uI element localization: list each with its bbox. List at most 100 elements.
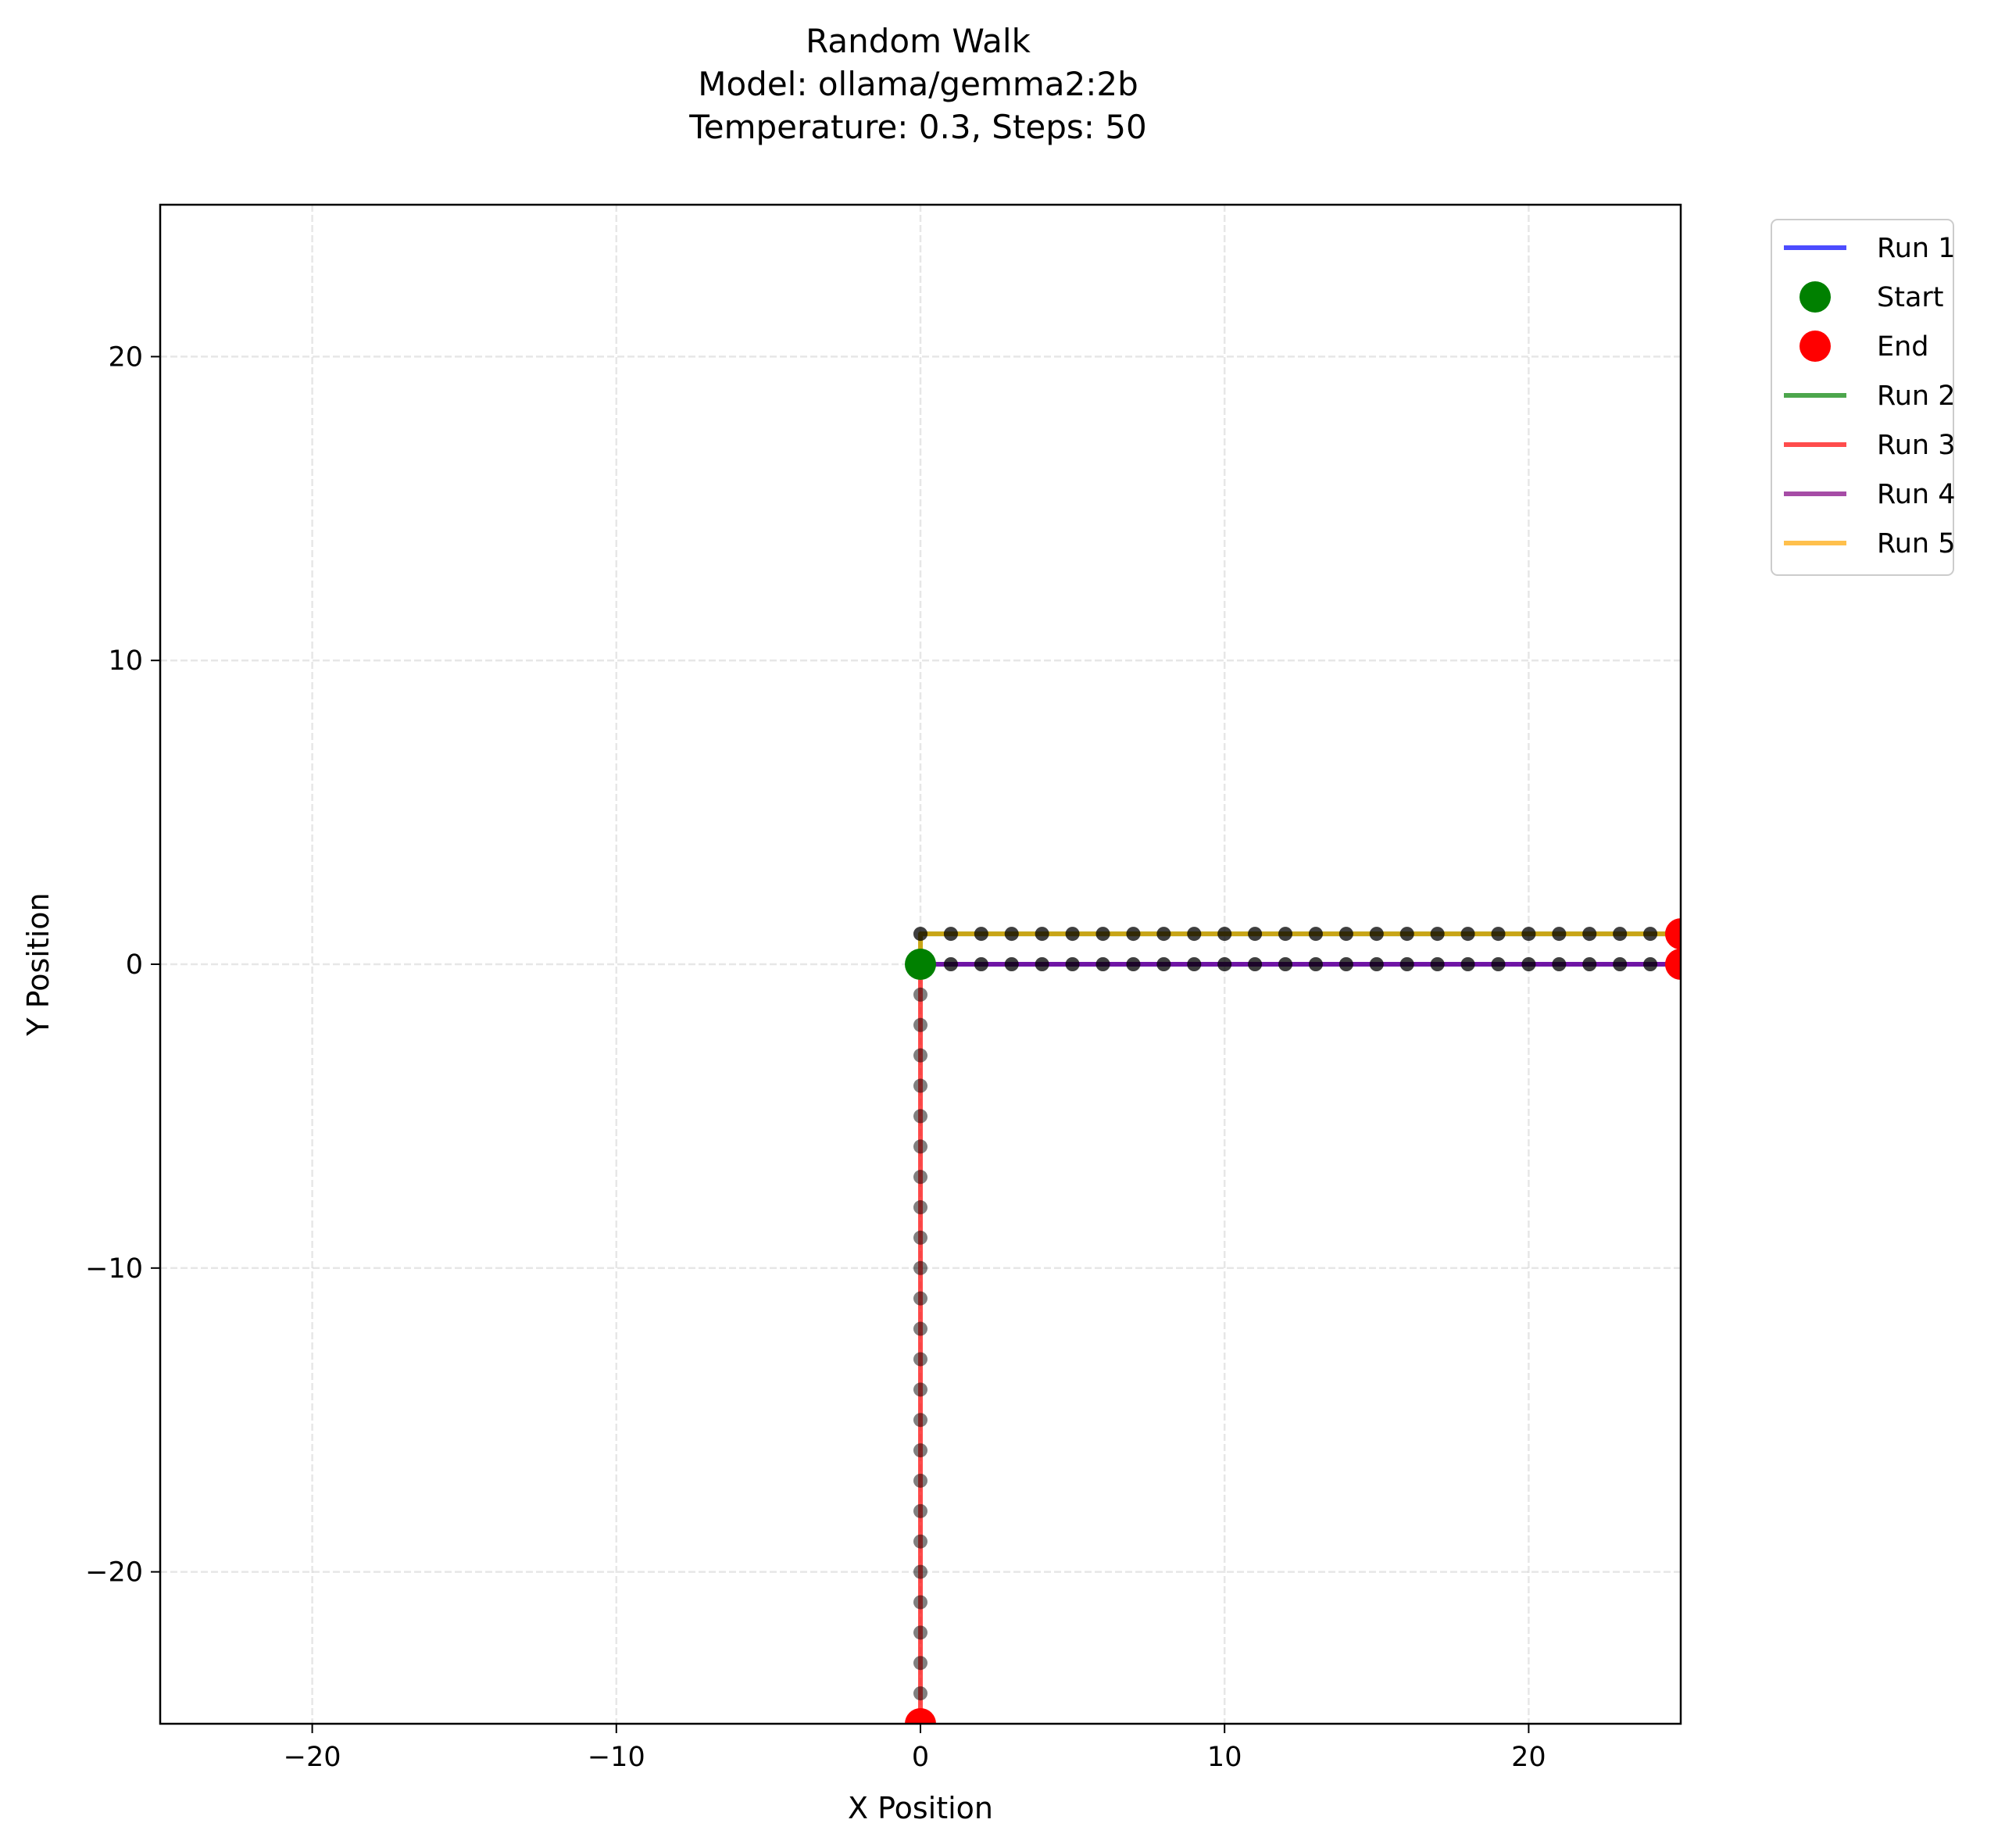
step-point-run-4 — [1035, 957, 1049, 971]
step-point-run-3 — [913, 1109, 927, 1124]
step-point-run-4 — [1248, 957, 1263, 971]
x-tick-label: −20 — [284, 1742, 341, 1773]
step-point-run-3 — [913, 1473, 927, 1488]
step-point-run-4 — [1582, 957, 1597, 971]
legend-items: Run 1 Start End Run 2 Run 3 Run 4 Run 5 — [1784, 233, 1956, 559]
x-tick-label: 0 — [912, 1742, 929, 1773]
step-point-run-5 — [1552, 927, 1567, 942]
step-point-run-3 — [913, 1017, 927, 1032]
step-point-run-3 — [913, 1170, 927, 1185]
step-point-run-4 — [1369, 957, 1384, 971]
x-tick-label: 10 — [1207, 1742, 1242, 1773]
legend-label-run-3: Run 3 — [1877, 430, 1956, 461]
step-point-run-5 — [913, 927, 927, 942]
step-point-run-5 — [1460, 927, 1475, 942]
x-axis-ticks: −20 −10 0 10 20 — [284, 1724, 1546, 1773]
step-point-run-3 — [913, 1078, 927, 1093]
step-point-run-3 — [913, 1413, 927, 1428]
step-point-run-4 — [1187, 957, 1202, 971]
step-point-run-3 — [913, 1564, 927, 1579]
step-point-run-3 — [913, 1200, 927, 1215]
start-end-markers — [905, 918, 1681, 1724]
step-point-run-4 — [943, 957, 958, 971]
step-point-run-5 — [1491, 927, 1506, 942]
chart-title: Random Walk Model: ollama/gemma2:2b Temp… — [688, 22, 1147, 146]
title-line-1: Random Walk — [806, 22, 1031, 60]
step-point-run-4 — [1552, 957, 1567, 971]
y-axis-ticks: −20 −10 0 10 20 — [85, 341, 160, 1589]
end-point — [1665, 918, 1681, 950]
step-point-run-4 — [1004, 957, 1019, 971]
step-point-run-5 — [1399, 927, 1414, 942]
step-point-run-4 — [1338, 957, 1353, 971]
step-point-run-3 — [913, 1534, 927, 1549]
step-point-run-4 — [1430, 957, 1445, 971]
y-tick-label: −20 — [85, 1557, 143, 1589]
step-point-run-5 — [943, 927, 958, 942]
step-point-run-3 — [913, 1291, 927, 1306]
step-point-run-5 — [974, 927, 988, 942]
step-point-run-3 — [913, 1139, 927, 1154]
step-point-run-5 — [1582, 927, 1597, 942]
title-line-3: Temperature: 0.3, Steps: 50 — [688, 108, 1147, 146]
end-point — [1665, 949, 1681, 980]
step-point-run-5 — [1035, 927, 1049, 942]
legend-swatch-end — [1799, 331, 1831, 362]
step-point-run-4 — [1278, 957, 1293, 971]
step-point-run-4 — [1095, 957, 1110, 971]
step-point-run-5 — [1126, 927, 1141, 942]
step-point-run-4 — [1065, 957, 1080, 971]
step-point-run-5 — [1156, 927, 1171, 942]
step-point-run-3 — [913, 1260, 927, 1275]
step-point-run-4 — [1460, 957, 1475, 971]
step-point-run-5 — [1521, 927, 1536, 942]
step-point-run-4 — [1399, 957, 1414, 971]
end-point — [905, 1708, 936, 1724]
step-point-run-3 — [913, 987, 927, 1002]
step-point-run-5 — [1643, 927, 1658, 942]
legend-swatch-start — [1799, 281, 1831, 313]
x-tick-label: 20 — [1511, 1742, 1546, 1773]
step-point-run-5 — [1065, 927, 1080, 942]
x-tick-label: −10 — [588, 1742, 645, 1773]
y-tick-label: 0 — [126, 949, 143, 981]
step-point-run-4 — [1491, 957, 1506, 971]
step-point-run-4 — [1308, 957, 1323, 971]
step-point-run-4 — [1521, 957, 1536, 971]
legend: Run 1 Start End Run 2 Run 3 Run 4 Run 5 — [1771, 219, 1956, 576]
step-point-run-5 — [1338, 927, 1353, 942]
step-point-run-5 — [1308, 927, 1323, 942]
legend-label-end: End — [1877, 331, 1929, 363]
step-point-run-3 — [913, 1382, 927, 1397]
step-point-run-3 — [913, 1443, 927, 1458]
step-point-run-5 — [1278, 927, 1293, 942]
y-tick-label: −10 — [85, 1253, 143, 1285]
legend-label-start: Start — [1877, 282, 1944, 313]
step-point-run-4 — [1156, 957, 1171, 971]
step-point-run-3 — [913, 1503, 927, 1518]
step-point-run-4 — [1643, 957, 1658, 971]
step-point-run-5 — [1187, 927, 1202, 942]
step-point-run-5 — [1217, 927, 1232, 942]
step-point-run-3 — [913, 1048, 927, 1063]
step-point-run-3 — [913, 1656, 927, 1671]
x-axis-label: X Position — [848, 1791, 993, 1825]
step-point-run-4 — [974, 957, 988, 971]
legend-label-run-1: Run 1 — [1877, 233, 1956, 264]
y-tick-label: 20 — [108, 341, 143, 373]
step-point-run-3 — [913, 1352, 927, 1367]
step-point-run-3 — [913, 1595, 927, 1610]
y-tick-label: 10 — [108, 645, 143, 677]
step-point-run-3 — [913, 1230, 927, 1245]
legend-label-run-4: Run 4 — [1877, 479, 1956, 510]
title-line-2: Model: ollama/gemma2:2b — [698, 65, 1138, 103]
step-point-run-4 — [1613, 957, 1628, 971]
step-point-run-3 — [913, 1321, 927, 1336]
step-point-run-5 — [1613, 927, 1628, 942]
y-axis-label: Y Position — [21, 892, 55, 1036]
step-point-run-5 — [1369, 927, 1384, 942]
step-point-run-3 — [913, 1686, 927, 1701]
step-point-run-4 — [1126, 957, 1141, 971]
step-point-run-5 — [1095, 927, 1110, 942]
